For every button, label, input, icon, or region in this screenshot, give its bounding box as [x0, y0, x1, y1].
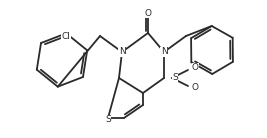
Text: O: O — [192, 83, 199, 92]
Text: S: S — [172, 74, 178, 83]
Text: S: S — [105, 116, 111, 124]
Text: N: N — [119, 47, 125, 56]
Text: O: O — [192, 63, 199, 72]
Text: N: N — [161, 47, 167, 56]
Text: O: O — [144, 9, 151, 18]
Text: Cl: Cl — [62, 32, 71, 41]
